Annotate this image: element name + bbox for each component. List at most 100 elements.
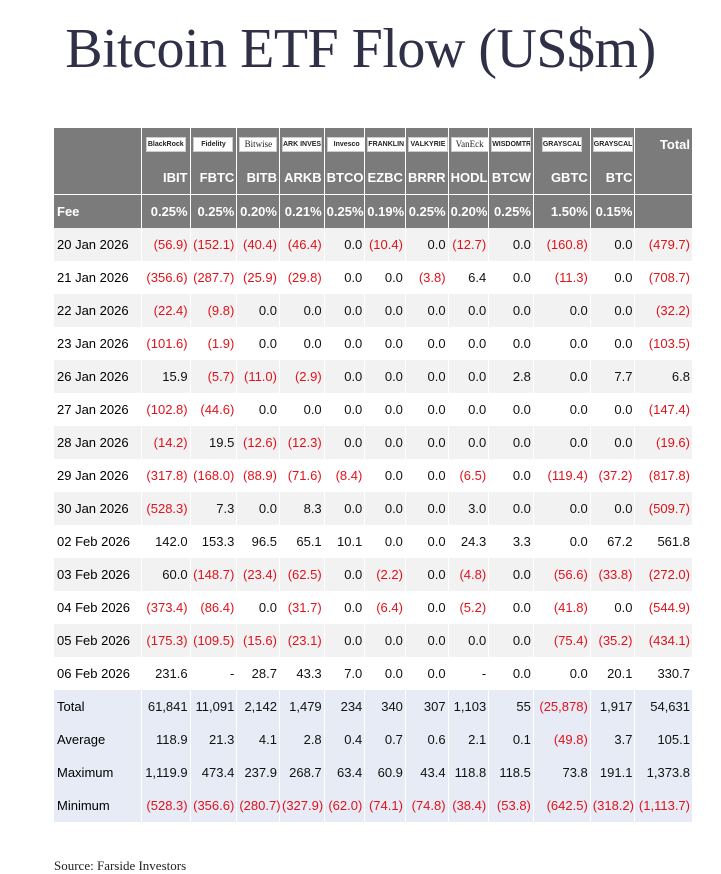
flow-value-cell: (119.4)	[532, 459, 591, 492]
flow-value-cell: (6.4)	[364, 591, 406, 624]
flow-value-cell: (528.3)	[140, 492, 191, 525]
table-row-label: 06 Feb 2026	[54, 657, 142, 690]
row-total-cell: (19.6)	[634, 426, 692, 459]
summary-row: Maximum 1,119.9 473.4 237.9 268.7 63.4 60.9 43.…	[54, 756, 692, 789]
table-row: 26 Jan 2026 15.9 (5.7) (11.0) (2.9) 0.0 0.0 0.0…	[54, 360, 692, 393]
table-row: 30 Jan 2026 (528.3) 7.3 0.0 8.3 0.0 0.0 0.0 3.0 0…	[54, 492, 692, 525]
flow-value-cell: (318.2)	[589, 789, 635, 822]
flow-value-cell: 0.0	[323, 591, 365, 624]
flow-value-cell: (10.4)	[364, 228, 406, 261]
flow-value-cell: (5.7)	[189, 360, 237, 393]
flow-value-cell: 1,119.9	[140, 756, 191, 789]
row-total-cell: 6.8	[634, 360, 692, 393]
flow-value-cell: (71.6)	[278, 459, 325, 492]
flow-value-cell: 0.1	[488, 723, 534, 756]
flow-value-cell: 0.7	[364, 723, 406, 756]
flow-rows: 20 Jan 2026 (56.9) (152.1) (40.4) (46.4) 0.0(…	[54, 228, 692, 822]
ticker-label: FBTC	[189, 161, 237, 195]
flow-value-cell: (4.8)	[447, 558, 489, 591]
row-total-cell: 1,373.8	[634, 756, 692, 789]
flow-value-cell: 0.0	[364, 294, 406, 327]
flow-value-cell: 7.3	[189, 492, 237, 525]
flow-value-cell: 0.0	[404, 558, 449, 591]
flow-value-cell: 0.0	[532, 657, 591, 690]
flow-value-cell: (8.4)	[323, 459, 365, 492]
flow-value-cell: 65.1	[278, 525, 325, 558]
fee-value: 0.25%	[404, 194, 449, 228]
flow-value-cell: -	[189, 657, 237, 690]
flow-value-cell: 0.0	[404, 360, 449, 393]
flow-value-cell: 0.0	[532, 492, 591, 525]
flow-value-cell: (22.4)	[140, 294, 191, 327]
flow-value-cell: 0.0	[532, 327, 591, 360]
flow-value-cell: -	[447, 657, 489, 690]
flow-value-cell: 0.0	[404, 228, 449, 261]
fee-value: 0.25%	[488, 194, 534, 228]
issuer-logo-cell: VanEck	[447, 128, 489, 161]
row-total-cell: (544.9)	[634, 591, 692, 624]
flow-value-cell: 307	[404, 690, 449, 723]
flow-value-cell: 118.9	[140, 723, 191, 756]
flow-value-cell: 0.0	[488, 591, 534, 624]
row-total-cell: 105.1	[634, 723, 692, 756]
flow-value-cell: 237.9	[236, 756, 280, 789]
issuer-logo: BlackRock	[145, 137, 186, 152]
flow-value-cell: (2.9)	[278, 360, 325, 393]
flow-value-cell: 63.4	[323, 756, 365, 789]
summary-row-label: Minimum	[54, 789, 142, 822]
summary-row-label: Total	[54, 690, 142, 723]
ticker-label: HODL	[447, 161, 489, 195]
summary-row-label: Maximum	[54, 756, 142, 789]
flow-value-cell: 1,103	[447, 690, 489, 723]
flow-value-cell: (102.8)	[140, 393, 191, 426]
issuer-logo: ARK INVEST	[281, 137, 322, 152]
issuer-logo-cell: FRANKLIN TEMPLETON	[364, 128, 408, 161]
table-row-label: 26 Jan 2026	[54, 360, 142, 393]
flow-value-cell: 3.7	[589, 723, 635, 756]
flow-value-cell: 268.7	[278, 756, 325, 789]
flow-value-cell: (31.7)	[278, 591, 325, 624]
flow-value-cell: 0.0	[589, 327, 635, 360]
flow-value-cell: 0.0	[532, 360, 591, 393]
flow-value-cell: (2.2)	[364, 558, 406, 591]
flow-value-cell: 340	[364, 690, 406, 723]
flow-value-cell: 2.1	[447, 723, 489, 756]
flow-value-cell: 28.7	[236, 657, 280, 690]
row-total-cell: (479.7)	[634, 228, 692, 261]
flow-value-cell: 0.0	[364, 624, 406, 657]
flow-value-cell: 191.1	[589, 756, 635, 789]
summary-row-label: Average	[54, 723, 142, 756]
flow-value-cell: 0.0	[589, 393, 635, 426]
flow-value-cell: (37.2)	[589, 459, 635, 492]
issuer-logo: VALKYRIE	[407, 137, 448, 152]
fee-value: 0.19%	[364, 194, 406, 228]
flow-value-cell: (74.8)	[404, 789, 449, 822]
flow-value-cell: 0.0	[404, 591, 449, 624]
flow-value-cell: 24.3	[447, 525, 489, 558]
flow-value-cell: 0.0	[404, 459, 449, 492]
flow-value-cell: (62.0)	[323, 789, 365, 822]
flow-value-cell: (14.2)	[140, 426, 191, 459]
row-total-cell: (434.1)	[634, 624, 692, 657]
issuer-logo-row: BlackRock Fidelity Bitwise ARK INVEST Invesc…	[54, 128, 692, 161]
issuer-logo-cell: ARK INVEST	[278, 128, 325, 161]
table-row-label: 22 Jan 2026	[54, 294, 142, 327]
fee-value: 0.21%	[278, 194, 325, 228]
fee-value: 1.50%	[532, 194, 591, 228]
flow-value-cell: 0.0	[323, 360, 365, 393]
flow-value-cell: (25,878)	[532, 690, 591, 723]
flow-value-cell: 0.0	[404, 393, 449, 426]
table-row: 20 Jan 2026 (56.9) (152.1) (40.4) (46.4) 0.0(…	[54, 228, 692, 261]
page-title: Bitcoin ETF Flow (US$m)	[65, 18, 656, 80]
table-row-label: 03 Feb 2026	[54, 558, 142, 591]
fee-value: 0.25%	[189, 194, 237, 228]
flow-value-cell: 0.0	[278, 327, 325, 360]
fee-row: Fee 0.25% 0.25% 0.20% 0.21% 0.25% 0.19% 0.25% 0…	[54, 194, 692, 228]
flow-value-cell: (148.7)	[189, 558, 237, 591]
flow-value-cell: 1,479	[278, 690, 325, 723]
flow-value-cell: 4.1	[236, 723, 280, 756]
ticker-label: BITB	[236, 161, 280, 195]
logo-row-blank	[54, 128, 142, 161]
issuer-logo: Bitwise	[239, 137, 278, 152]
table-row-label: 27 Jan 2026	[54, 393, 142, 426]
